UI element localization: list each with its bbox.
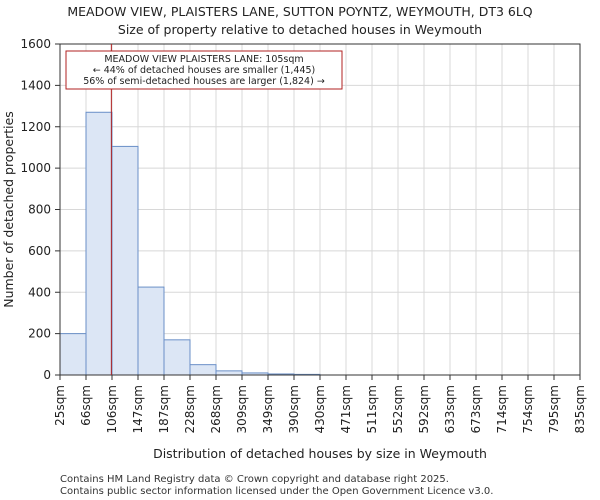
y-tick-label: 400 [28, 285, 51, 299]
y-tick-label: 0 [43, 368, 51, 382]
x-axis-title: Distribution of detached houses by size … [153, 446, 487, 461]
x-tick-label: 349sqm [261, 385, 275, 433]
bar [111, 145, 139, 376]
chart-subtitle: Size of property relative to detached ho… [117, 22, 483, 37]
footer-line-1: Contains HM Land Registry data © Crown c… [60, 474, 449, 485]
x-tick-label: 795sqm [547, 385, 561, 433]
y-tick-label: 1600 [20, 37, 51, 51]
y-tick-labels: 0 200 400 600 800 1000 1200 1400 1600 [20, 37, 51, 382]
x-tick-label: 471sqm [339, 385, 353, 433]
x-tick-label: 147sqm [131, 385, 145, 433]
y-tick-label: 800 [28, 203, 51, 217]
axes-group [55, 43, 581, 380]
x-tick-label: 552sqm [391, 385, 405, 433]
annotation-line-1: MEADOW VIEW PLAISTERS LANE: 105sqm [104, 54, 303, 65]
annotation-rect [65, 50, 343, 90]
bar [137, 286, 165, 376]
x-tick-label: 835sqm [573, 385, 587, 433]
y-tick-label: 1200 [20, 120, 51, 134]
x-tick-label: 592sqm [417, 385, 431, 433]
x-tick-label: 633sqm [443, 385, 457, 433]
bar [163, 339, 191, 376]
y-tick-label: 1000 [20, 161, 51, 175]
annotation-box: MEADOW VIEW PLAISTERS LANE: 105sqm ← 44%… [65, 50, 343, 90]
x-tick-label: 390sqm [287, 385, 301, 433]
x-tick-label: 430sqm [313, 385, 327, 433]
footer-line-2: Contains public sector information licen… [60, 486, 494, 497]
y-axis-title: Number of detached properties [1, 111, 16, 308]
x-tick-label: 25sqm [53, 385, 67, 426]
x-tick-label: 754sqm [521, 385, 535, 433]
bar [59, 333, 87, 376]
x-tick-label: 511sqm [365, 385, 379, 433]
y-tick-label: 200 [28, 327, 51, 341]
x-tick-label: 106sqm [105, 385, 119, 433]
annotation-line-2: ← 44% of detached houses are smaller (1,… [93, 65, 316, 76]
bar [189, 364, 217, 376]
x-tick-label: 309sqm [235, 385, 249, 433]
chart-title: MEADOW VIEW, PLAISTERS LANE, SUTTON POYN… [67, 4, 533, 19]
bar [85, 111, 113, 376]
y-tick-label: 600 [28, 244, 51, 258]
x-tick-label: 228sqm [183, 385, 197, 433]
x-tick-label: 714sqm [495, 385, 509, 433]
bars-group [59, 111, 321, 376]
y-tick-label: 1400 [20, 78, 51, 92]
plot-frame [59, 43, 581, 376]
x-tick-label: 673sqm [469, 385, 483, 433]
x-tick-label: 66sqm [79, 385, 93, 426]
x-tick-label: 187sqm [157, 385, 171, 433]
x-tick-label: 268sqm [209, 385, 223, 433]
annotation-line-3: 56% of semi-detached houses are larger (… [83, 76, 325, 87]
bar [215, 370, 243, 376]
x-tick-labels: 25sqm 66sqm 106sqm 147sqm 187sqm 228sqm 268sqm… [53, 385, 587, 433]
